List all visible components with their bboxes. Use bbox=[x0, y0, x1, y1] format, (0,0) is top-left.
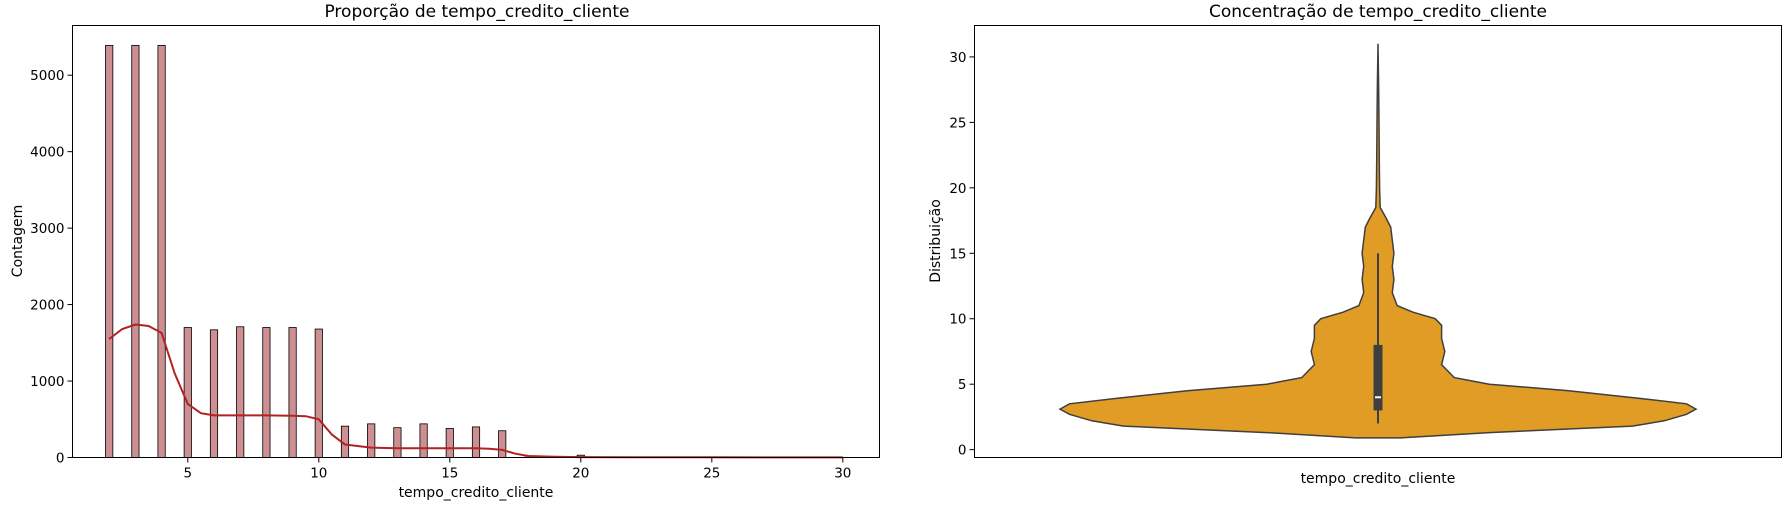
violin-body bbox=[1058, 43, 1698, 439]
histogram-bar bbox=[393, 427, 402, 458]
y-tick-label: 1000 bbox=[30, 374, 64, 390]
violin-y-ticks: 0 5 10 15 20 25 30 bbox=[949, 50, 975, 459]
violin-y-axis-label: Distribuição bbox=[928, 199, 944, 283]
y-tick-label: 30 bbox=[949, 50, 966, 66]
y-tick-label: 15 bbox=[949, 246, 966, 262]
histogram-bar bbox=[105, 44, 114, 458]
y-tick-label: 0 bbox=[958, 443, 967, 459]
x-tick-label: 30 bbox=[834, 466, 851, 482]
histogram-bar bbox=[131, 44, 140, 458]
histogram-x-ticks: 5 10 15 20 25 30 bbox=[183, 457, 851, 482]
histogram-bar bbox=[419, 423, 428, 458]
x-tick-label: 25 bbox=[703, 466, 720, 482]
histogram-bar bbox=[262, 327, 271, 458]
x-tick-label: 5 bbox=[183, 466, 192, 482]
histogram-bar bbox=[236, 326, 245, 458]
y-tick-label: 2000 bbox=[30, 298, 64, 314]
violin-frame bbox=[974, 25, 1782, 458]
histogram-y-ticks: 0 1000 2000 3000 4000 5000 bbox=[30, 68, 73, 467]
y-tick-label: 5000 bbox=[30, 68, 64, 84]
histogram-bar bbox=[314, 328, 323, 458]
violin-x-axis-label: tempo_credito_cliente bbox=[1301, 471, 1456, 487]
histogram-frame bbox=[72, 25, 880, 458]
histogram-x-axis-label: tempo_credito_cliente bbox=[399, 485, 554, 501]
x-tick-label: 15 bbox=[441, 466, 458, 482]
y-tick-label: 4000 bbox=[30, 145, 64, 161]
y-tick-label: 20 bbox=[949, 181, 966, 197]
y-tick-label: 25 bbox=[949, 115, 966, 131]
y-tick-label: 0 bbox=[56, 451, 65, 467]
kde-curve bbox=[108, 323, 843, 459]
y-tick-label: 10 bbox=[949, 312, 966, 328]
histogram-bar bbox=[209, 329, 219, 458]
histogram-bar bbox=[157, 44, 166, 458]
violin-title: Concentração de tempo_credito_cliente bbox=[1209, 2, 1547, 22]
violin-box bbox=[1373, 344, 1383, 411]
histogram-bar bbox=[288, 327, 297, 458]
histogram-bar bbox=[367, 423, 376, 458]
histogram-title: Proporção de tempo_credito_cliente bbox=[324, 2, 629, 22]
x-tick-label: 10 bbox=[310, 466, 327, 482]
histogram-y-axis-label: Contagem bbox=[10, 205, 26, 277]
violin-panel: Concentração de tempo_credito_cliente 0 5… bbox=[928, 2, 1782, 487]
histogram-bar bbox=[183, 327, 192, 458]
histogram-bar bbox=[498, 430, 507, 458]
histogram-panel: Proporção de tempo_credito_cliente 5 10 15… bbox=[10, 2, 880, 501]
histogram-bars bbox=[105, 44, 847, 458]
histogram-bar bbox=[445, 428, 454, 458]
y-tick-label: 5 bbox=[958, 377, 967, 393]
y-tick-label: 3000 bbox=[30, 221, 64, 237]
histogram-bar bbox=[471, 426, 481, 458]
x-tick-label: 20 bbox=[572, 466, 589, 482]
